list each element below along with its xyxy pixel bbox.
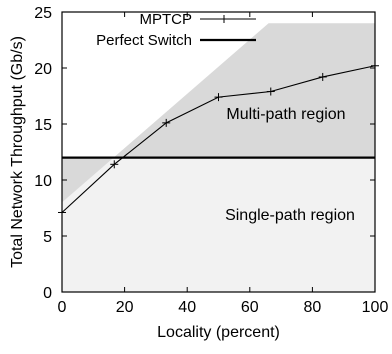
ticks-layer: 0 20 40 60 80 100 0 5 10 15 20 25 bbox=[34, 5, 388, 316]
legend-item-perfect-switch: Perfect Switch bbox=[96, 32, 256, 49]
y-tick-label: 0 bbox=[43, 285, 52, 302]
single-path-region-label: Single-path region bbox=[225, 207, 355, 224]
x-tick-label: 80 bbox=[304, 299, 322, 316]
x-tick-label: 20 bbox=[116, 299, 134, 316]
legend: MPTCP Perfect Switch bbox=[96, 11, 256, 49]
x-tick-label: 40 bbox=[178, 299, 196, 316]
legend-item-mptcp: MPTCP bbox=[140, 11, 256, 28]
y-axis-label: Total Network Throughput (Gb/s) bbox=[9, 36, 26, 268]
x-tick-label: 100 bbox=[362, 299, 389, 316]
mptcp-point bbox=[318, 72, 327, 81]
mptcp-point bbox=[214, 93, 223, 102]
x-tick-label: 60 bbox=[241, 299, 259, 316]
multi-path-region-label: Multi-path region bbox=[226, 106, 345, 123]
series-layer bbox=[58, 61, 379, 217]
y-tick-label: 25 bbox=[34, 5, 52, 22]
legend-label: Perfect Switch bbox=[96, 32, 192, 49]
mptcp-point bbox=[110, 160, 119, 169]
legend-label: MPTCP bbox=[140, 11, 193, 28]
y-tick-label: 5 bbox=[43, 229, 52, 246]
mptcp-point bbox=[162, 118, 171, 127]
plot-frame bbox=[61, 11, 376, 293]
annotations: Multi-path region Single-path region bbox=[225, 106, 355, 224]
x-axis-label: Locality (percent) bbox=[157, 324, 280, 341]
single-path-region-fill bbox=[62, 157, 375, 292]
y-tick-label: 20 bbox=[34, 61, 52, 78]
mptcp-point bbox=[266, 87, 275, 96]
x-tick-label: 0 bbox=[58, 299, 67, 316]
y-tick-label: 10 bbox=[34, 173, 52, 190]
y-tick-label: 15 bbox=[34, 117, 52, 134]
